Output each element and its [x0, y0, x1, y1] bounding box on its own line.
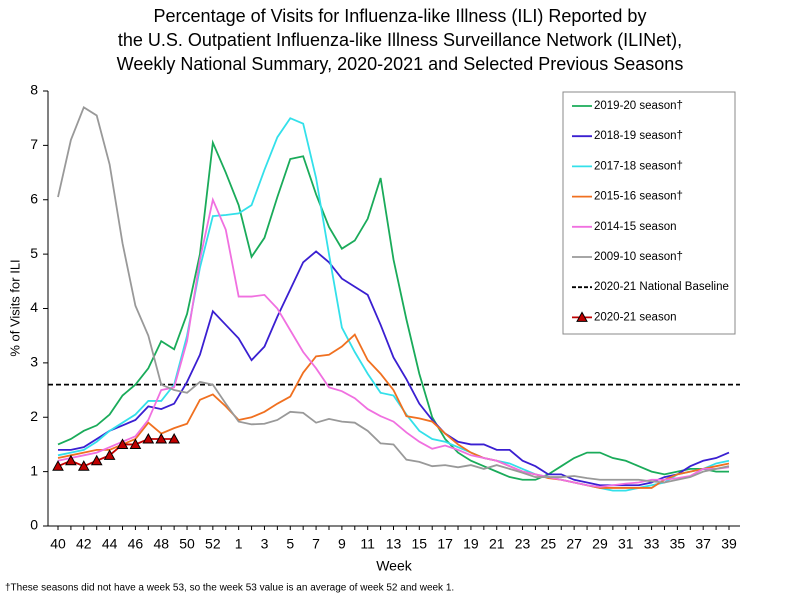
data-point	[52, 460, 64, 471]
x-tick-label: 50	[179, 536, 195, 552]
x-tick-label: 25	[541, 536, 557, 552]
y-tick-label: 0	[30, 517, 38, 533]
x-tick-label: 48	[153, 536, 169, 552]
x-tick-label: 39	[721, 536, 737, 552]
x-tick-label: 5	[286, 536, 294, 552]
x-tick-label: 7	[312, 536, 320, 552]
series-line	[57, 139, 729, 481]
y-tick-label: 7	[30, 136, 38, 152]
series-line	[57, 438, 175, 468]
y-tick-label: 4	[30, 299, 38, 315]
x-tick-label: 9	[338, 536, 346, 552]
x-tick-label: 42	[76, 536, 92, 552]
chart-title: Percentage of Visits for Influenza-like …	[154, 6, 647, 26]
x-tick-label: 37	[695, 536, 711, 552]
legend-label: 2009-10 season†	[594, 251, 683, 263]
y-axis-label: % of Visits for ILI	[7, 259, 22, 356]
x-tick-label: 21	[489, 536, 505, 552]
y-tick-label: 3	[30, 354, 38, 370]
data-point	[129, 438, 142, 449]
x-tick-label: 3	[261, 536, 269, 552]
legend-box	[562, 91, 736, 335]
data-point	[116, 438, 129, 449]
x-tick-label: 27	[566, 536, 582, 552]
series-line	[57, 333, 730, 489]
x-tick-label: 29	[592, 536, 608, 552]
data-point	[168, 432, 180, 444]
legend-label: 2014-15 season	[594, 221, 676, 233]
x-tick-label: 19	[463, 536, 479, 552]
chart-title: the U.S. Outpatient Influenza-like Illne…	[118, 30, 682, 50]
data-point	[142, 432, 155, 444]
x-axis-label: Week	[376, 558, 413, 574]
x-tick-label: 40	[50, 536, 66, 552]
x-tick-label: 1	[235, 536, 243, 552]
y-tick-label: 6	[30, 190, 38, 206]
y-tick-label: 2	[30, 408, 38, 424]
footnote: †These seasons did not have a week 53, s…	[5, 583, 454, 594]
x-tick-label: 52	[205, 536, 221, 552]
legend-label: 2020-21 National Baseline	[594, 281, 729, 293]
y-tick-label: 5	[30, 245, 38, 261]
data-point	[155, 432, 168, 444]
x-tick-label: 11	[360, 536, 375, 552]
x-tick-label: 46	[128, 536, 144, 552]
data-point	[103, 449, 116, 460]
legend-marker	[576, 311, 588, 322]
legend-label: 2015-16 season†	[594, 191, 683, 203]
legend-label: 2019-20 season†	[594, 100, 683, 112]
legend-label: 2017-18 season†	[594, 160, 683, 172]
x-tick-label: 13	[386, 536, 402, 552]
x-tick-label: 35	[670, 536, 686, 552]
y-tick-label: 8	[30, 82, 38, 98]
x-tick-label: 23	[515, 536, 531, 552]
data-point	[90, 454, 103, 466]
series-line	[57, 117, 730, 492]
x-tick-label: 17	[437, 536, 453, 552]
legend-label: 2020-21 season	[594, 311, 676, 323]
y-tick-label: 1	[30, 462, 38, 478]
x-tick-label: 31	[618, 536, 634, 552]
x-tick-label: 44	[102, 536, 118, 552]
chart-title: Weekly National Summary, 2020-2021 and S…	[117, 54, 684, 74]
data-point	[77, 460, 90, 471]
x-tick-label: 15	[412, 536, 428, 552]
legend-label: 2018-19 season†	[594, 130, 683, 142]
data-point	[65, 454, 77, 466]
series-line	[57, 105, 730, 484]
x-tick-label: 33	[644, 536, 660, 552]
